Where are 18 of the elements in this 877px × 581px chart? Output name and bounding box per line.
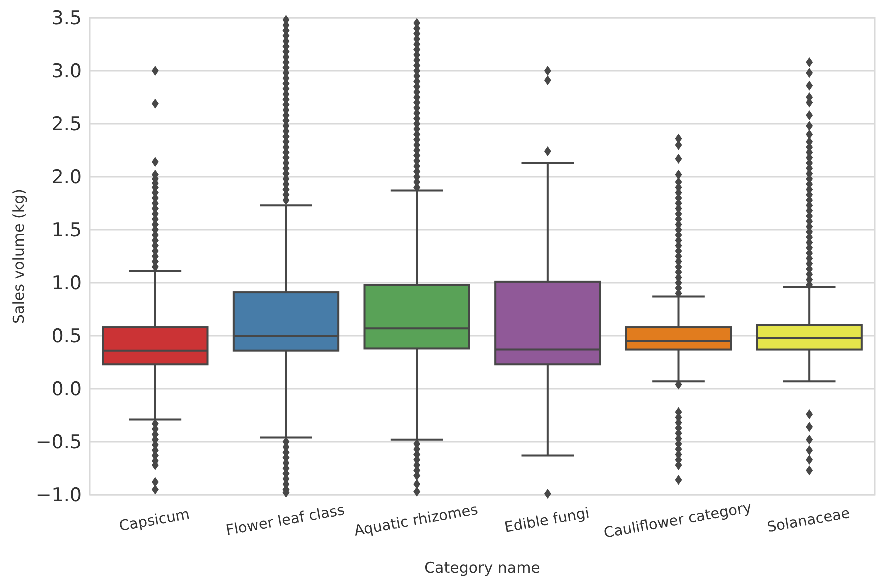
y-tick-label: 2.0 bbox=[52, 166, 82, 189]
x-tick-label: Capsicum bbox=[118, 507, 192, 536]
y-tick-label: −0.5 bbox=[36, 432, 82, 454]
y-tick-label: 1.5 bbox=[52, 220, 82, 242]
y-tick-label: 3.0 bbox=[52, 60, 82, 83]
x-tick-label: Cauliflower category bbox=[602, 500, 754, 542]
x-tick-label: Solanaceae bbox=[766, 506, 852, 536]
y-tick-label: 0.0 bbox=[52, 378, 82, 401]
y-tick-label: 3.5 bbox=[52, 8, 82, 30]
y-tick-label: −1.0 bbox=[36, 484, 82, 507]
x-axis-title: Category name bbox=[424, 559, 540, 577]
x-tick-label: Aquatic rhizomes bbox=[353, 502, 480, 540]
x-tick-label: Edible fungi bbox=[504, 506, 591, 536]
x-tick-label: Flower leaf class bbox=[225, 502, 346, 540]
y-tick-label: 2.5 bbox=[52, 114, 82, 136]
y-tick-label: 0.5 bbox=[52, 326, 82, 348]
y-tick-label: 1.0 bbox=[52, 272, 82, 295]
y-axis-title: Sales volume (kg) bbox=[10, 189, 28, 324]
